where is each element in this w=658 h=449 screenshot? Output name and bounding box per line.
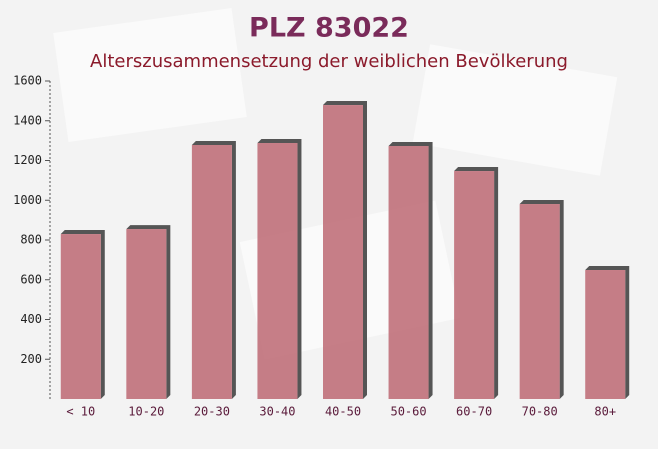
x-tick-label: 40-50: [325, 405, 361, 419]
decoration: [412, 44, 618, 176]
bar: [388, 145, 429, 399]
x-tick-label: < 10: [66, 405, 95, 419]
bar: [60, 234, 101, 399]
x-tick-label: 80+: [594, 405, 616, 419]
bar: [191, 144, 232, 399]
bar: [519, 204, 560, 399]
chart-title: PLZ 83022: [249, 13, 409, 44]
y-tick-label: 200: [20, 352, 42, 366]
x-tick-label: 30-40: [259, 405, 295, 419]
chart-subtitle: Alterszusammensetzung der weiblichen Bev…: [90, 51, 568, 72]
x-tick-label: 10-20: [128, 405, 164, 419]
y-tick-label: 800: [20, 233, 42, 247]
bar: [126, 229, 167, 399]
y-tick-label: 1600: [13, 74, 42, 88]
y-tick-label: 1000: [13, 193, 42, 207]
x-tick-label: 50-60: [390, 405, 426, 419]
x-tick-label: 60-70: [456, 405, 492, 419]
bar: [454, 171, 495, 399]
y-tick-label: 400: [20, 312, 42, 326]
x-tick-label: 20-30: [194, 405, 230, 419]
x-tick-label: 70-80: [522, 405, 558, 419]
decoration: [53, 8, 247, 142]
bar: [585, 270, 626, 399]
bar: [323, 105, 363, 399]
y-tick-label: 1400: [13, 113, 42, 127]
bar: [257, 143, 298, 399]
y-tick-label: 1200: [13, 153, 42, 167]
y-tick-label: 600: [20, 272, 42, 286]
